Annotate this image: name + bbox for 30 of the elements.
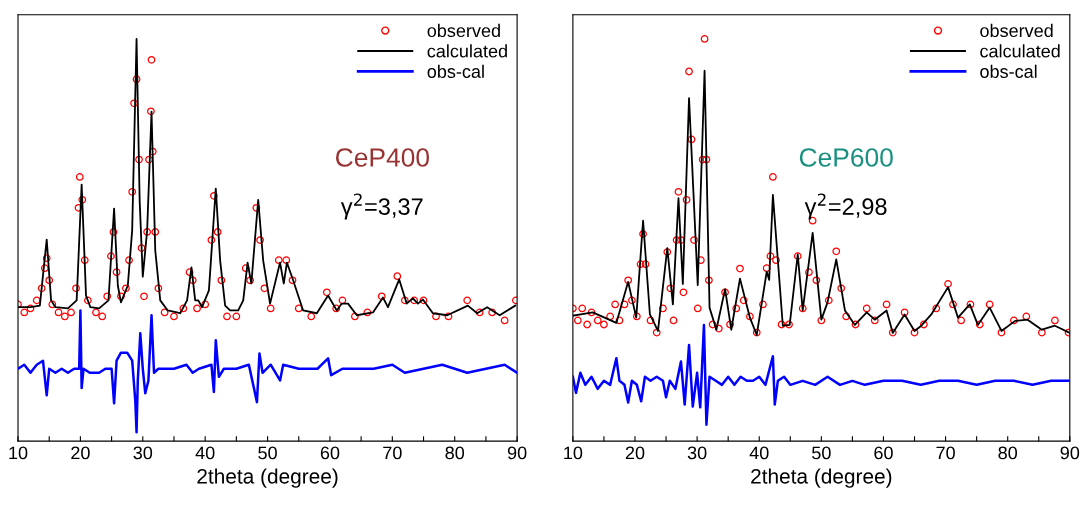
x-tick-label: 90 — [507, 446, 527, 460]
x-tick-label: 20 — [625, 446, 645, 460]
annotation: CeP600 — [799, 148, 893, 167]
x-tick-label: 50 — [258, 446, 277, 460]
x-tick-label: 70 — [383, 446, 402, 460]
annotation: γ$^{2}$=3,37 — [340, 193, 423, 220]
x-tick-label: 30 — [687, 446, 707, 460]
legend-label: calculated — [427, 44, 507, 58]
x-axis-title: 2theta (degree) — [197, 468, 338, 488]
x-tick-label: 50 — [812, 446, 831, 460]
legend-label: observed — [427, 23, 500, 38]
x-axis-title: 2theta (degree) — [751, 468, 892, 488]
x-tick-label: 10 — [564, 446, 583, 460]
x-tick-label: 60 — [320, 446, 340, 460]
x-tick-label: 80 — [998, 446, 1018, 460]
annotation: CeP400 — [336, 148, 430, 167]
x-tick-label: 70 — [936, 446, 955, 460]
x-tick-label: 80 — [445, 446, 465, 460]
legend-label: obs-cal — [427, 64, 484, 78]
annotation: γ$^{2}$=2,98 — [804, 193, 887, 220]
legend-label: obs-cal — [980, 64, 1037, 78]
x-tick-label: 30 — [133, 446, 153, 460]
x-tick-label: 40 — [749, 446, 769, 460]
x-tick-label: 60 — [874, 446, 893, 460]
x-tick-label: 40 — [195, 446, 215, 460]
x-tick-label: 20 — [71, 446, 90, 460]
legend-label: calculated — [980, 44, 1060, 58]
x-tick-label: 10 — [9, 446, 28, 460]
legend-label: observed — [980, 23, 1053, 38]
x-tick-label: 90 — [1060, 446, 1080, 460]
